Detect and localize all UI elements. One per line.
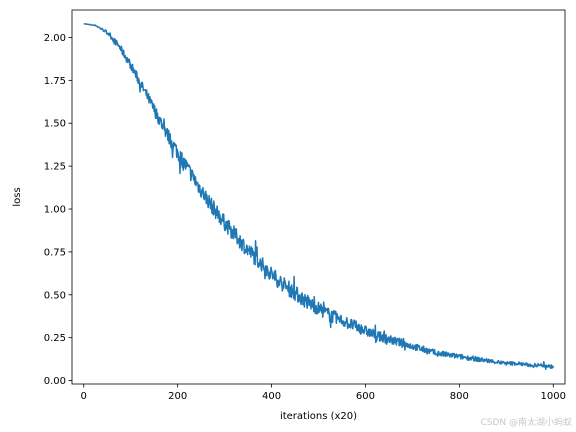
- x-tick-label: 1000: [541, 391, 566, 402]
- x-tick-label: 800: [450, 391, 469, 402]
- y-tick-label: 1.50: [44, 119, 66, 130]
- y-tick-label: 1.25: [44, 162, 66, 173]
- x-tick-label: 200: [168, 391, 187, 402]
- loss-series-line: [83, 22, 554, 371]
- y-tick-label: 0.50: [44, 290, 66, 301]
- y-tick-label: 0.75: [44, 247, 66, 258]
- plot-area-frame: [71, 9, 566, 385]
- x-tick-label: 400: [262, 391, 281, 402]
- y-axis-ticks: 0.00 0.25 0.50 0.75 1.00 1.25 1.50 1.75 2.00: [44, 33, 72, 387]
- x-tick-label: 600: [356, 391, 375, 402]
- y-tick-label: 0.00: [44, 376, 66, 387]
- x-axis-ticks: 0 200 400 600 800 1000: [81, 384, 566, 402]
- x-axis-label: iterations (x20): [280, 411, 357, 422]
- y-tick-label: 1.75: [44, 76, 66, 87]
- watermark: CSDN @南太湖小蚂蚁: [480, 418, 572, 428]
- x-tick-label: 0: [81, 391, 87, 402]
- y-tick-label: 2.00: [44, 33, 66, 44]
- y-tick-label: 0.25: [44, 333, 66, 344]
- y-axis-label: loss: [12, 187, 23, 206]
- y-tick-label: 1.00: [44, 205, 66, 216]
